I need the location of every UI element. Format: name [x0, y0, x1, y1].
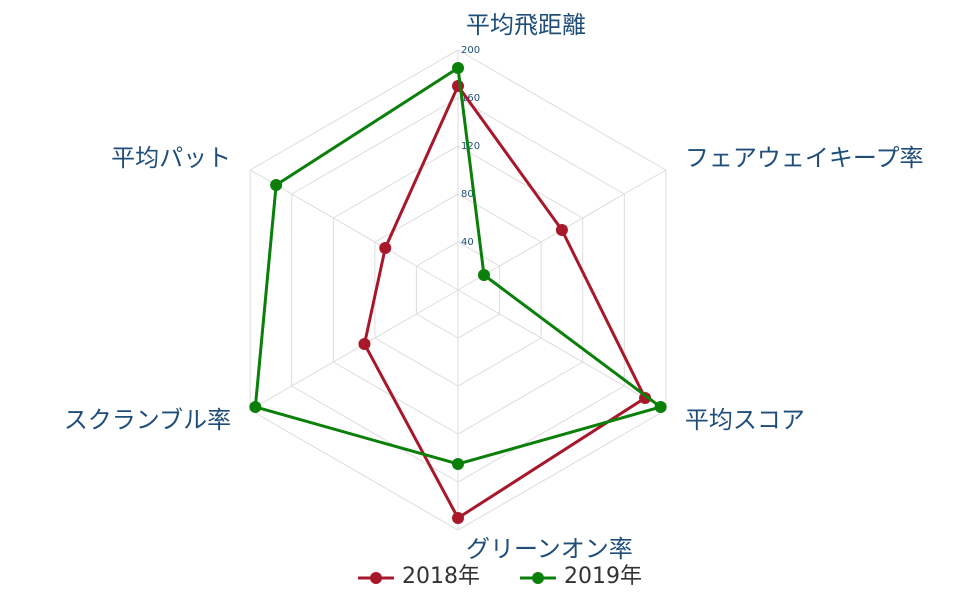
point: [654, 401, 667, 413]
legend-label: 2018年: [402, 564, 480, 589]
point: [358, 338, 371, 350]
r-tick-label: 80: [461, 189, 474, 200]
axis-label: 平均スコア: [685, 406, 805, 434]
point: [379, 242, 392, 254]
legend-marker: [532, 572, 544, 584]
point: [452, 62, 464, 74]
legend-label: 2019年: [564, 564, 642, 589]
axis-label: フェアウェイキープ率: [685, 144, 924, 172]
spoke: [457, 289, 667, 411]
point: [639, 392, 652, 404]
series-line: [362, 83, 648, 521]
point: [249, 401, 262, 413]
legend-marker: [370, 572, 382, 584]
point: [555, 224, 568, 236]
r-tick-label: 200: [461, 45, 480, 56]
spoke: [249, 169, 459, 291]
axis-label: 平均飛距離: [466, 11, 586, 39]
point: [452, 458, 464, 470]
point: [270, 179, 283, 191]
axis-label: スクランブル率: [64, 406, 231, 434]
r-tick-label: 120: [461, 141, 480, 152]
r-tick-label: 160: [461, 93, 480, 104]
r-tick-label: 40: [461, 237, 474, 248]
point: [452, 512, 464, 524]
point: [477, 269, 490, 281]
axis-label: グリーンオン率: [466, 535, 633, 563]
axis-label: 平均パット: [111, 144, 231, 172]
spoke: [249, 289, 459, 411]
